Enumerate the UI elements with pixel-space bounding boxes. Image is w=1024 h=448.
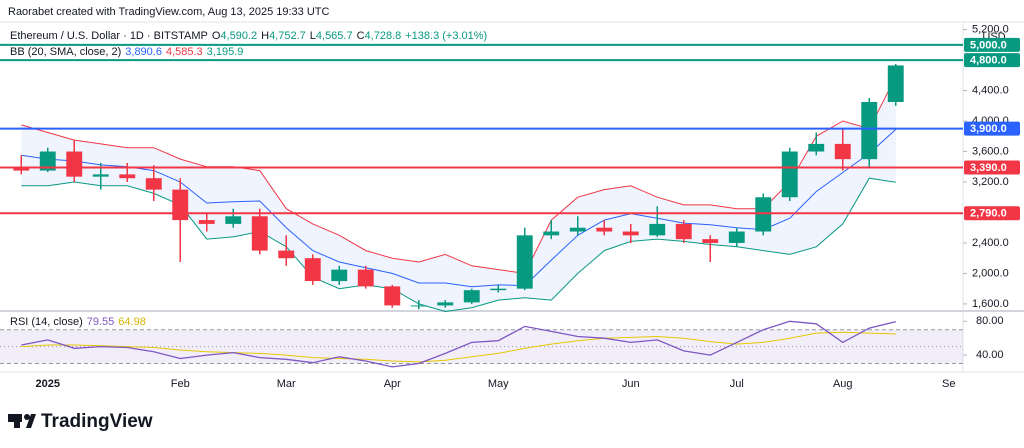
y-tick-label: 1,600.0 (972, 298, 1009, 310)
candle-body (569, 227, 586, 232)
candle-body (357, 269, 374, 287)
brand: TradingView (41, 411, 153, 432)
legend-change: +138.3 (+3.01%) (405, 30, 488, 42)
candle-body (437, 302, 454, 306)
y-tick-label: 3,600.0 (972, 145, 1009, 157)
watermark: Raorabet created with TradingView.com, A… (8, 6, 329, 18)
legend-value: 4,565.7 (315, 30, 353, 42)
level-label-box (964, 121, 1020, 136)
y-tick-label: 2,000.0 (972, 267, 1009, 279)
level-label: 5,000.0 (970, 39, 1007, 51)
rsi-ma-value: 64.98 (118, 316, 146, 328)
candle-body (410, 305, 427, 307)
x-tick-label: Se (942, 378, 955, 390)
candle-body (13, 166, 30, 171)
level-label-box (964, 37, 1020, 52)
candle-body (808, 143, 825, 152)
legend-value: 4,752.7 (269, 30, 306, 42)
band-middle (21, 129, 897, 288)
y-tick-label: 80.00 (976, 315, 1004, 327)
candle-body (543, 231, 560, 236)
band-lower (21, 177, 896, 313)
candle-body (702, 239, 719, 243)
y-tick-label: 3,200.0 (972, 176, 1009, 188)
y-tick-label: 2,400.0 (972, 237, 1009, 249)
y-tick-label: 40.00 (976, 349, 1004, 361)
level-label: 2,790.0 (970, 208, 1007, 220)
legend-key: C (356, 30, 365, 42)
symbol-legend: Ethereum / U.S. Dollar · 1D · BITSTAMP O4… (10, 29, 491, 43)
candle-body (66, 151, 83, 177)
candle-body (516, 235, 533, 289)
symbol-title: Ethereum / U.S. Dollar · 1D · BITSTAMP (10, 30, 208, 42)
candle-body (198, 220, 215, 224)
candle-body (781, 151, 798, 198)
x-tick-label: 2025 (36, 378, 60, 390)
candle-body (649, 223, 666, 236)
candle-body (251, 216, 268, 251)
level-label: 3,900.0 (970, 123, 1007, 135)
rsi-line (21, 320, 896, 368)
x-tick-label: Feb (171, 378, 190, 390)
candle-body (622, 231, 639, 236)
candle-body (675, 223, 692, 240)
candle-body (755, 197, 772, 232)
x-tick-label: Mar (277, 378, 296, 390)
logo (8, 414, 36, 428)
indicator-value: 3,195.9 (206, 46, 244, 58)
y-tick-label: 5,200.0 (972, 24, 1009, 36)
candle-body (834, 143, 851, 160)
legend-key: L (309, 30, 316, 42)
x-tick-label: Apr (384, 378, 401, 390)
level-label: 3,390.0 (970, 162, 1007, 174)
legend-value: 4,590.2 (220, 30, 258, 42)
candle-body (119, 174, 136, 179)
indicator-value: 4,585.3 (165, 46, 203, 58)
candle-body (596, 227, 613, 232)
rsi-title: RSI (14, close) (10, 316, 83, 328)
level-label: 4,800.0 (970, 55, 1007, 67)
indicator-legend: BB (20, SMA, close, 2) 3,890.6 4,585.3 3,19… (10, 45, 247, 59)
indicator-title: BB (20, SMA, close, 2) (10, 46, 122, 58)
legend-value: 4,728.8 (364, 30, 402, 42)
band-upper (21, 76, 897, 274)
legend-key: O (211, 30, 221, 42)
candle-body (304, 258, 321, 282)
x-tick-label: Jun (622, 378, 640, 390)
candle-body (728, 231, 745, 243)
rsi-ma-line (21, 331, 896, 363)
candle-body (861, 102, 878, 160)
candle-body (172, 189, 189, 221)
x-tick-label: Jul (730, 378, 744, 390)
y-tick-label: 4,400.0 (972, 84, 1009, 96)
band-fill (21, 76, 896, 312)
candle-body (490, 288, 507, 291)
legend-key: H (261, 30, 270, 42)
rsi-legend: RSI (14, close) 79.55 64.98 (10, 315, 150, 329)
candle-body (887, 65, 904, 102)
level-label-box (964, 206, 1020, 221)
candle-body (145, 178, 162, 190)
level-label-box (964, 53, 1020, 68)
candle-body (463, 290, 480, 303)
x-tick-label: May (488, 378, 509, 390)
indicator-value: 3,890.6 (125, 46, 162, 58)
candle-body (39, 151, 56, 171)
level-label-box (964, 160, 1020, 175)
candle-body (225, 216, 242, 224)
candle-body (384, 286, 401, 306)
x-tick-label: Aug (833, 378, 853, 390)
candle-body (92, 174, 109, 177)
candle-body (331, 269, 348, 282)
candle-body (278, 250, 295, 259)
rsi-value: 79.55 (86, 316, 115, 328)
